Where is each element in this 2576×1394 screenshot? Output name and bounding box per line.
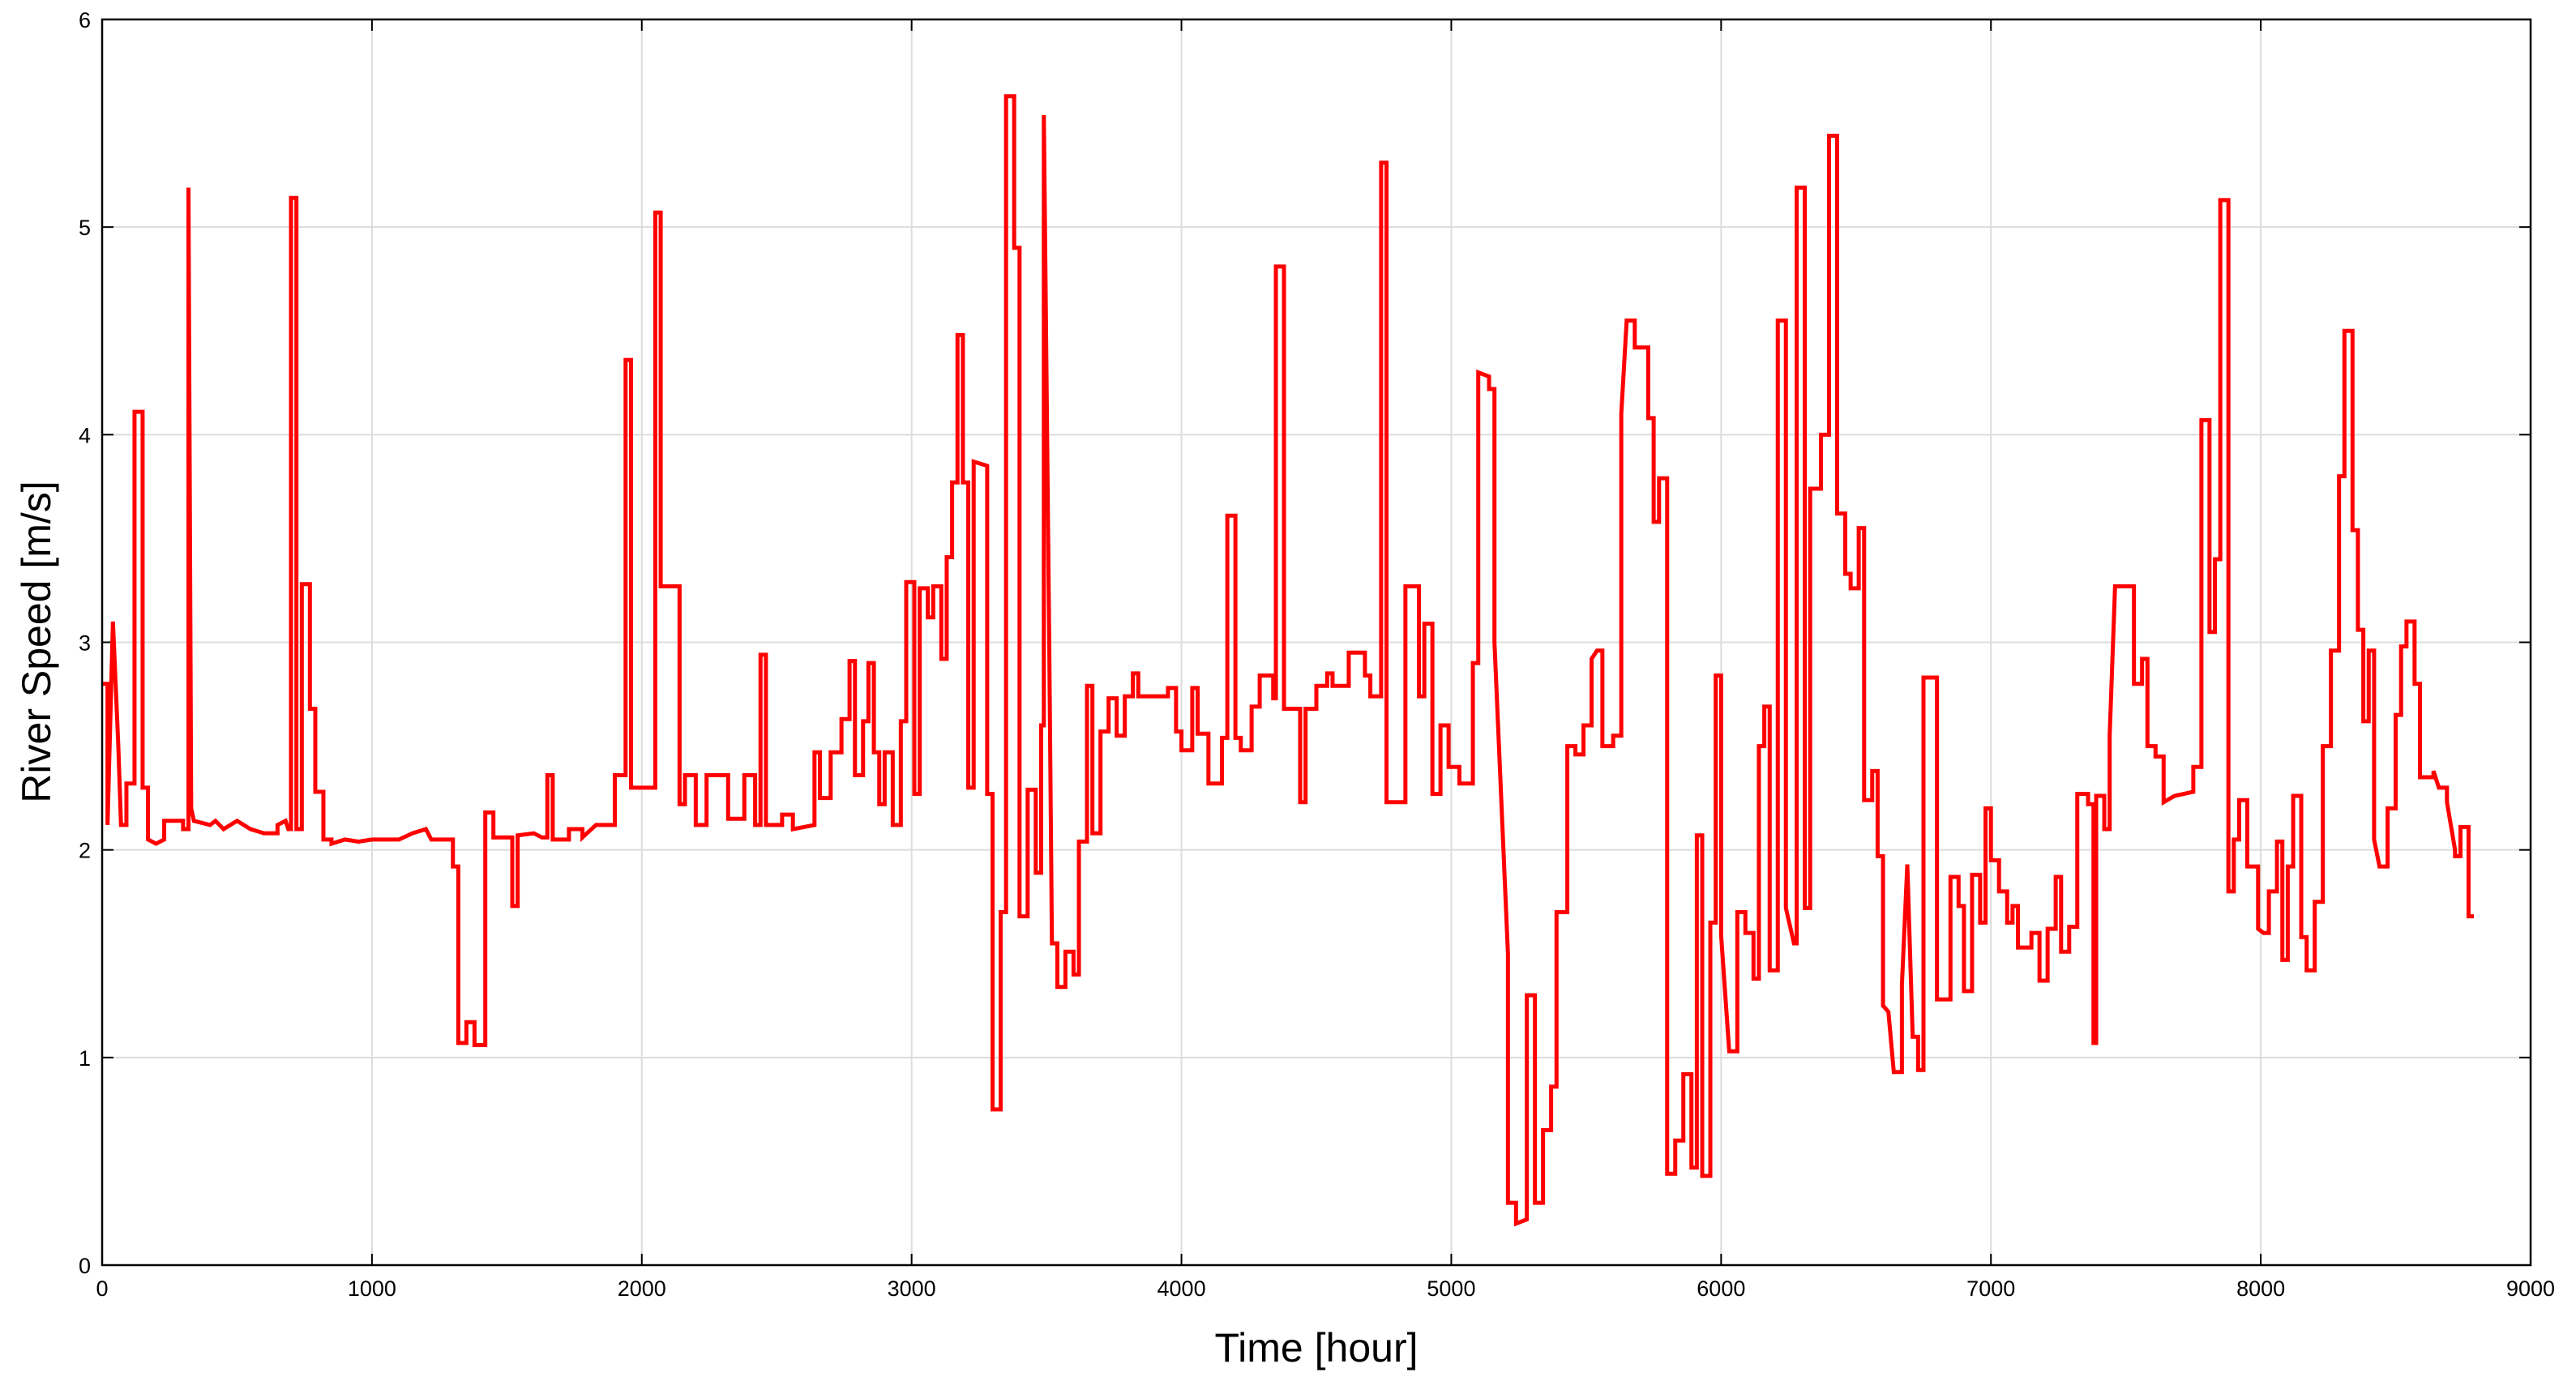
y-tick-label: 3 — [79, 631, 91, 656]
x-tick-label: 8000 — [2236, 1276, 2285, 1301]
x-tick-label: 6000 — [1697, 1276, 1745, 1301]
x-axis-label: Time [hour] — [1214, 1325, 1418, 1370]
y-tick-label: 6 — [79, 8, 91, 32]
data-line — [102, 94, 2475, 1227]
x-tick-label: 2000 — [618, 1276, 666, 1301]
x-tick-label: 7000 — [1966, 1276, 2015, 1301]
y-tick-label: 0 — [79, 1254, 91, 1278]
x-tick-label: 9000 — [2506, 1276, 2555, 1301]
y-tick-label: 1 — [79, 1046, 91, 1071]
x-tick-label: 0 — [96, 1276, 108, 1301]
x-tick-label: 1000 — [348, 1276, 396, 1301]
y-tick-label: 2 — [79, 839, 91, 863]
x-tick-label: 5000 — [1427, 1276, 1475, 1301]
x-tick-label: 4000 — [1157, 1276, 1206, 1301]
y-tick-label: 5 — [79, 216, 91, 240]
y-tick-label: 4 — [79, 423, 91, 447]
y-axis-label: River Speed [m/s] — [14, 481, 59, 802]
x-tick-label: 3000 — [888, 1276, 936, 1301]
plot-frame — [101, 18, 2532, 1267]
